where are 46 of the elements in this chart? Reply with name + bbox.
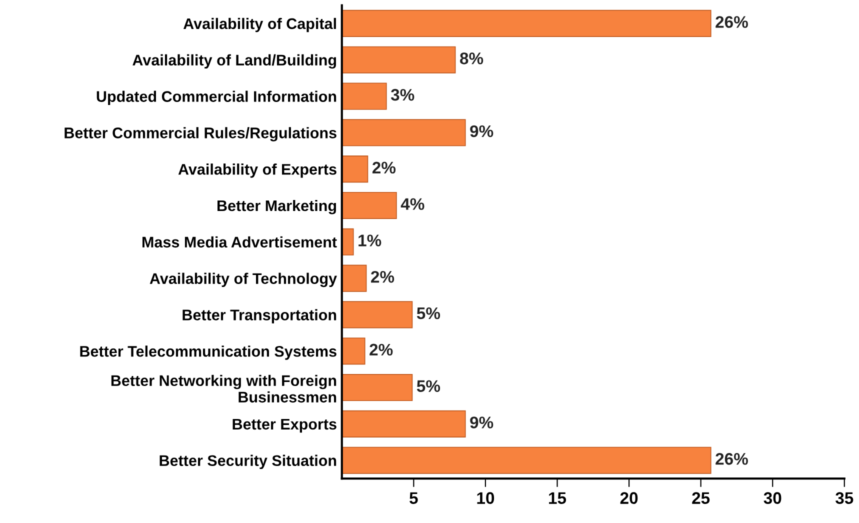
y-tick-label: Updated Commercial Information	[96, 90, 336, 105]
bar	[342, 156, 368, 183]
x-tick-label: 25	[692, 492, 710, 504]
y-tick-label: Better Exports	[232, 418, 336, 433]
data-label: 4%	[400, 198, 424, 210]
bar	[342, 192, 397, 220]
data-label: 5%	[416, 380, 440, 392]
bar	[342, 301, 413, 328]
bar	[342, 264, 367, 292]
bar	[342, 410, 466, 438]
data-label: 5%	[416, 307, 440, 320]
y-tick-label: Better Telecommunication Systems	[80, 346, 336, 360]
bar	[342, 446, 712, 474]
bar	[342, 119, 466, 146]
y-tick-label: Mass Media Advertisement	[142, 236, 337, 248]
y-tick-label: Availability of Land/Building	[132, 54, 336, 69]
data-label: 9%	[470, 416, 494, 428]
y-tick-label: Better Commercial Rules/Regulations	[64, 127, 336, 142]
data-label: 26%	[716, 16, 748, 28]
y-tick-label: Better Transportation	[182, 309, 336, 324]
data-label: 9%	[470, 125, 494, 138]
bar	[342, 46, 456, 74]
bar	[342, 338, 366, 365]
x-tick-label: 5	[410, 492, 418, 504]
data-label: 26%	[716, 453, 748, 465]
data-label: 2%	[372, 162, 396, 174]
data-label: 1%	[358, 234, 382, 246]
y-tick-label: Better Security Situation	[160, 454, 336, 470]
data-label: 2%	[370, 344, 393, 356]
y-tick-label: Availability of Experts	[178, 164, 336, 178]
data-label: 3%	[390, 88, 414, 101]
x-tick-label: 30	[764, 492, 782, 504]
y-tick-label: Availability of Capital	[183, 18, 336, 32]
x-tick-label: 10	[477, 492, 494, 504]
bar	[342, 82, 387, 110]
bar	[342, 228, 354, 256]
y-tick-label: Better Networking with Foreign Businessmen	[111, 374, 336, 403]
x-tick-label: 20	[620, 492, 638, 504]
y-tick-label: Better Marketing	[218, 200, 336, 214]
x-tick-label: 35	[836, 492, 854, 504]
data-label: 2%	[371, 270, 394, 283]
x-tick-label: 15	[549, 492, 566, 504]
bar	[342, 10, 712, 37]
y-tick-label: Availability of Technology	[150, 272, 337, 288]
data-label: 8%	[460, 52, 484, 64]
bar	[342, 374, 413, 402]
